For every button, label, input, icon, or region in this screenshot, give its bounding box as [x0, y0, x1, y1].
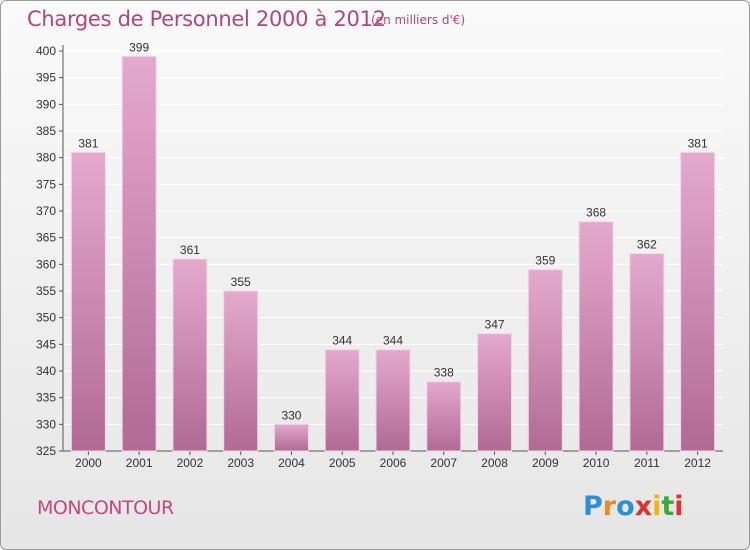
bar-2009: [527, 269, 563, 452]
data-label-2011: 362: [637, 238, 657, 252]
x-tick-label: 2007: [430, 456, 457, 470]
y-tick-label: 375: [36, 177, 56, 191]
y-tick-label: 370: [36, 204, 56, 218]
y-tick-label: 395: [36, 71, 56, 85]
data-label-2002: 361: [180, 243, 200, 257]
y-tick-label: 385: [36, 124, 56, 138]
commune-name: MONCONTOUR: [37, 497, 174, 519]
axes: 325 330 335 340 345 350 355 360 365 370 375 380 385 3…: [36, 44, 723, 470]
bar-2002: [172, 258, 208, 452]
x-tick-label: 2004: [278, 456, 305, 470]
chart-subtitle: (en milliers d'€): [371, 13, 466, 27]
bar-2006: [375, 349, 411, 452]
y-tick-label: 325: [36, 444, 56, 458]
x-tick-label: 2003: [227, 456, 254, 470]
bar-2000: [70, 151, 106, 452]
bar-2003: [223, 290, 259, 452]
bar-2007: [426, 381, 462, 452]
x-tick-label: 2011: [634, 456, 660, 470]
x-tick-label: 2008: [481, 456, 508, 470]
data-label-2003: 355: [231, 275, 251, 289]
y-tick-label: 345: [36, 337, 56, 351]
x-tick-label: 2001: [126, 456, 153, 470]
bars: [70, 55, 716, 452]
bar-2012: [680, 151, 716, 452]
y-tick-label: 380: [36, 151, 56, 165]
x-tick-label: 2009: [532, 456, 559, 470]
x-tick-label: 2005: [329, 456, 356, 470]
y-tick-label: 335: [36, 391, 56, 405]
x-tick-label: 2010: [583, 456, 610, 470]
proxiti-logo: Proxiti: [583, 491, 684, 522]
y-tick-label: 350: [36, 311, 56, 325]
x-tick-label: 2012: [684, 456, 711, 470]
y-tick-label: 360: [36, 257, 56, 271]
y-tick-label: 340: [36, 364, 56, 378]
data-label-2007: 338: [434, 366, 454, 380]
bar-2001: [121, 55, 157, 452]
y-tick-label: 400: [36, 44, 56, 58]
y-tick-label: 365: [36, 231, 56, 245]
bar-2010: [578, 221, 614, 452]
data-label-2012: 381: [688, 136, 708, 150]
data-label-2006: 344: [383, 334, 403, 348]
data-label-2009: 359: [535, 254, 555, 268]
x-tick-label: 2002: [177, 456, 204, 470]
data-label-2000: 381: [78, 136, 98, 150]
y-tick-label: 390: [36, 97, 56, 111]
bar-2004: [273, 423, 309, 452]
data-label-2010: 368: [586, 206, 606, 220]
x-tick-label: 2000: [75, 456, 102, 470]
data-label-2001: 399: [129, 40, 149, 54]
data-label-2005: 344: [332, 334, 352, 348]
y-tick-label: 330: [36, 417, 56, 431]
x-tick-label: 2006: [380, 456, 407, 470]
data-labels: 381 399 361 355 330 344 344 338 347 359 368 362 381: [78, 40, 708, 422]
bar-2011: [629, 253, 665, 452]
bar-2005: [324, 349, 360, 452]
y-tick-label: 355: [36, 284, 56, 298]
data-label-2004: 330: [281, 408, 301, 422]
bar-2008: [477, 333, 513, 452]
data-label-2008: 347: [485, 318, 505, 332]
chart-title: Charges de Personnel 2000 à 2012: [27, 7, 386, 31]
